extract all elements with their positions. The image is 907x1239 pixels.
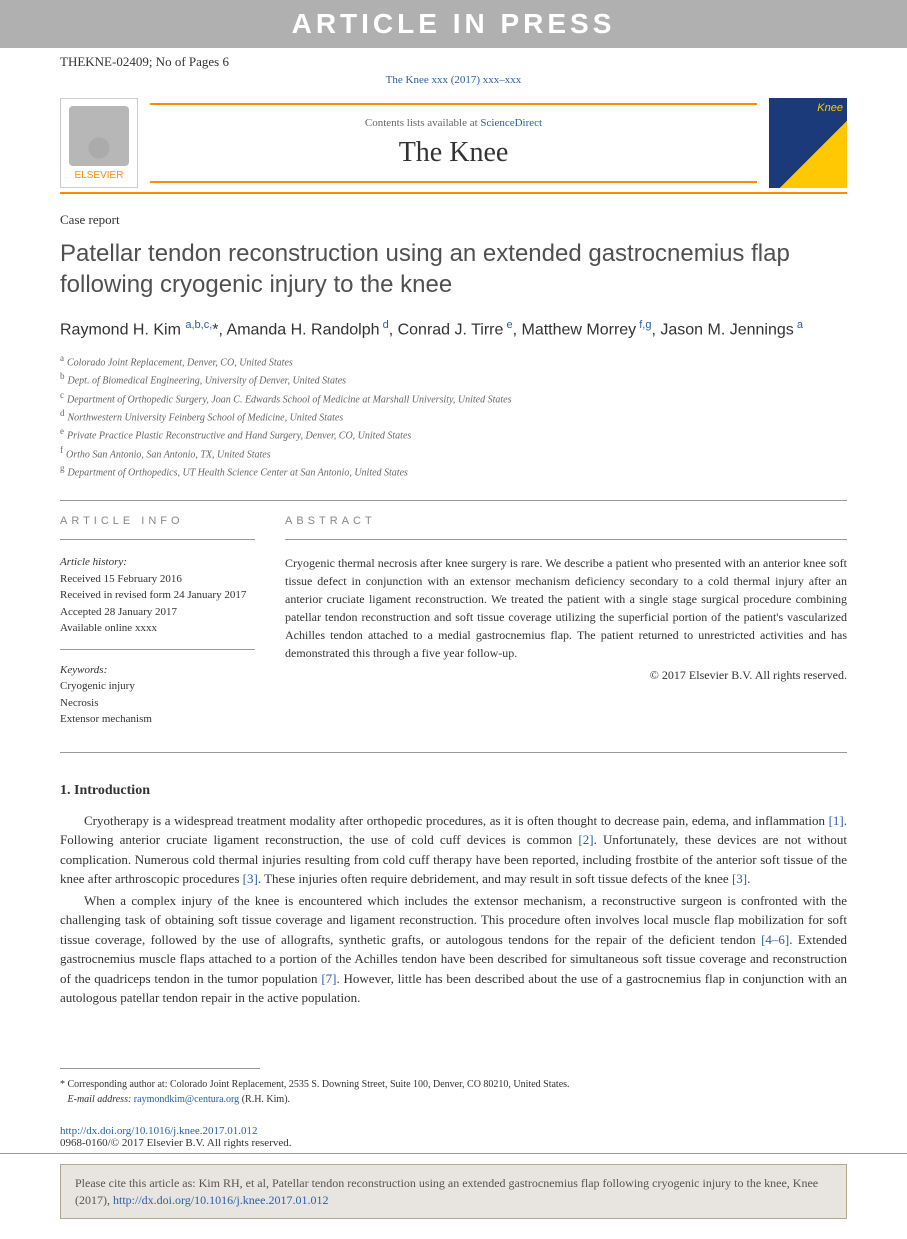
text: When a complex injury of the knee is enc… [60,893,847,947]
abstract-text: Cryogenic thermal necrosis after knee su… [285,554,847,662]
elsevier-label: ELSEVIER [75,170,124,181]
rule [60,539,255,540]
top-citation: The Knee xxx (2017) xxx–xxx [0,72,907,98]
rule [60,752,847,753]
citation-box: Please cite this article as: Kim RH, et … [60,1164,847,1220]
history-line: Available online xxxx [60,620,255,637]
affiliations: aColorado Joint Replacement, Denver, CO,… [60,352,847,480]
rule [60,500,847,501]
affiliation-line: bDept. of Biomedical Engineering, Univer… [60,370,847,388]
affiliation-line: aColorado Joint Replacement, Denver, CO,… [60,352,847,370]
bottom-doi-block: http://dx.doi.org/10.1016/j.knee.2017.01… [0,1107,907,1154]
history-line: Received in revised form 24 January 2017 [60,587,255,604]
corr-text: Corresponding author at: Colorado Joint … [65,1079,570,1090]
elsevier-logo[interactable]: ELSEVIER [60,98,138,188]
text: Cryotherapy is a widespread treatment mo… [84,813,829,828]
keyword: Necrosis [60,695,255,712]
affiliation-line: fOrtho San Antonio, San Antonio, TX, Uni… [60,444,847,462]
affiliation-line: ePrivate Practice Plastic Reconstructive… [60,425,847,443]
abstract-label: ABSTRACT [285,515,847,527]
abstract: ABSTRACT Cryogenic thermal necrosis afte… [285,515,847,728]
ref-link[interactable]: [3] [732,871,747,886]
orange-rule [60,192,847,194]
article-title: Patellar tendon reconstruction using an … [60,238,847,300]
text: . These injuries often require debrideme… [258,871,732,886]
keyword: Extensor mechanism [60,711,255,728]
elsevier-tree-icon [69,106,129,166]
info-label: ARTICLE INFO [60,515,255,527]
abstract-copyright: © 2017 Elsevier B.V. All rights reserved… [285,668,847,683]
article-id: THEKNE-02409; No of Pages 6 [0,48,907,72]
journal-title: The Knee [150,137,757,169]
footnote-rule [60,1068,260,1069]
ref-link[interactable]: [2] [578,832,593,847]
bottom-copyright: 0968-0160/© 2017 Elsevier B.V. All right… [60,1137,292,1149]
history-heading: Article history: [60,554,255,571]
intro-p2: When a complex injury of the knee is enc… [60,891,847,1008]
affiliation-line: cDepartment of Orthopedic Surgery, Joan … [60,389,847,407]
journal-cover[interactable]: Knee [769,98,847,188]
rule [60,649,255,650]
sciencedirect-link[interactable]: ScienceDirect [480,117,542,129]
text: . [747,871,750,886]
rule [285,539,847,540]
affiliation-line: gDepartment of Orthopedics, UT Health Sc… [60,462,847,480]
authors: Raymond H. Kim a,b,c,*, Amanda H. Randol… [60,318,847,342]
corresponding-author: * Corresponding author at: Colorado Join… [0,1077,907,1107]
corr-email-link[interactable]: raymondkim@centura.org [134,1094,239,1105]
in-press-banner: ARTICLE IN PRESS [0,0,907,48]
ref-link[interactable]: [4–6] [761,932,789,947]
cover-label: Knee [817,102,843,114]
keyword: Cryogenic injury [60,678,255,695]
history-line: Accepted 28 January 2017 [60,604,255,621]
journal-center: Contents lists available at ScienceDirec… [150,103,757,183]
intro-p1: Cryotherapy is a widespread treatment mo… [60,811,847,889]
section-heading: 1. Introduction [60,783,847,799]
contents-prefix: Contents lists available at [365,117,480,129]
affiliation-line: dNorthwestern University Feinberg School… [60,407,847,425]
top-citation-link[interactable]: The Knee xxx (2017) xxx–xxx [386,74,522,86]
ref-link[interactable]: [7] [321,971,336,986]
history-line: Received 15 February 2016 [60,571,255,588]
keywords-heading: Keywords: [60,662,255,679]
ref-link[interactable]: [1] [829,813,844,828]
ref-link[interactable]: [3] [243,871,258,886]
contents-line: Contents lists available at ScienceDirec… [150,117,757,129]
journal-banner: ELSEVIER Contents lists available at Sci… [0,98,907,188]
doi-link[interactable]: http://dx.doi.org/10.1016/j.knee.2017.01… [60,1125,257,1137]
article-type: Case report [60,212,847,228]
email-label: E-mail address: [68,1094,134,1105]
cite-doi-link[interactable]: http://dx.doi.org/10.1016/j.knee.2017.01… [113,1193,328,1207]
article-info: ARTICLE INFO Article history: Received 1… [60,515,255,728]
email-suffix: (R.H. Kim). [239,1094,290,1105]
